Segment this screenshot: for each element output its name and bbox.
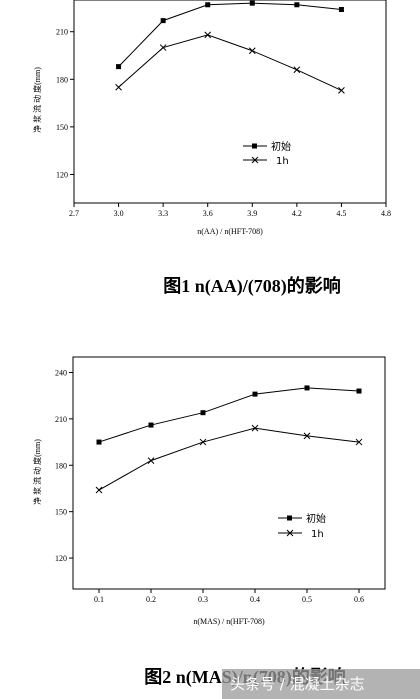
data-point-x [293, 66, 301, 74]
data-point-square [294, 2, 300, 8]
x-tick-label: 3.9 [247, 209, 257, 218]
data-point-x [147, 457, 155, 464]
legend-marker-series-2 [286, 529, 294, 537]
legend-marker-series-1 [287, 515, 292, 521]
series-line-1 [118, 2, 342, 67]
y-tick-label: 180 [56, 75, 68, 84]
data-point-square [338, 7, 344, 13]
legend-label-series-1: 初始 [306, 512, 326, 525]
chart-1-x-axis-label: n(AA) / n(HFT-708) [197, 227, 263, 236]
data-point-x [199, 438, 207, 446]
chart-1-caption: 图1 n(AA)/(708)的影响 [163, 275, 341, 297]
data-point-x [303, 432, 311, 440]
x-tick-label: 0.6 [354, 595, 364, 604]
data-point-square [160, 18, 166, 24]
watermark-background [222, 669, 420, 699]
chart-2-x-axis-label: n(MAS) / n(HFT-708) [193, 617, 265, 626]
chart-1: 2.7 3.0 3.3 3.6 3.9 4.2 4.5 4.8 120 150 180 210 n(… [32, 0, 391, 297]
y-tick-label: 210 [56, 28, 68, 37]
legend-marker-series-1 [252, 143, 257, 149]
data-point-square [200, 410, 206, 416]
watermark-text: 头条号 / 混凝土杂志 [230, 675, 365, 693]
data-point-square [356, 388, 362, 394]
x-tick-label: 3.6 [203, 209, 213, 218]
legend-label-series-2: 1h [276, 156, 289, 167]
x-tick-label: 4.2 [292, 209, 302, 218]
x-tick-label: 4.8 [381, 209, 391, 218]
data-point-x [251, 424, 259, 432]
data-point-square [249, 0, 255, 6]
chart-1-plot-area [73, 0, 387, 204]
data-point-x [204, 31, 212, 39]
x-tick-label: 2.7 [69, 209, 79, 218]
x-tick-label: 0.4 [250, 595, 260, 604]
data-point-x [95, 486, 103, 494]
data-point-square [116, 64, 122, 70]
y-tick-label: 180 [55, 461, 67, 470]
legend-label-series-1: 初始 [271, 140, 291, 153]
chart-2: 0.1 0.2 0.3 0.4 0.5 0.6 120 150 180 210 240 n(MAS… [32, 356, 386, 688]
legend-label-series-2: 1h [311, 529, 324, 540]
y-tick-label: 240 [55, 368, 67, 377]
data-point-x [115, 83, 122, 91]
x-tick-label: 0.5 [302, 595, 312, 604]
x-tick-label: 0.1 [94, 595, 104, 604]
y-tick-label: 150 [55, 508, 67, 517]
data-point-square [148, 422, 154, 428]
chart-1-y-axis-label: 净 浆 流 动 度(mm) [32, 67, 42, 133]
series-line-1 [98, 387, 360, 443]
x-tick-label: 0.3 [198, 595, 208, 604]
y-tick-label: 210 [55, 415, 67, 424]
data-point-square [304, 385, 310, 391]
y-tick-label: 120 [55, 554, 67, 563]
legend-marker-series-2 [251, 156, 259, 164]
x-tick-label: 3.3 [158, 209, 168, 218]
y-tick-label: 120 [56, 170, 68, 179]
chart-2-legend: 初始 1h [278, 512, 326, 540]
x-tick-label: 4.5 [336, 209, 346, 218]
x-tick-label: 0.2 [146, 595, 156, 604]
chart-1-legend: 初始 1h [243, 140, 291, 167]
chart-2-plot-area [72, 356, 386, 590]
watermark: 头条号 / 混凝土杂志 [222, 669, 420, 699]
data-point-x [159, 44, 167, 51]
data-point-square [205, 2, 211, 8]
x-tick-label: 3.0 [114, 209, 124, 218]
data-point-x [248, 47, 256, 55]
series-line-2 [118, 34, 342, 91]
data-point-x [355, 438, 363, 446]
series-line-2 [98, 427, 360, 491]
data-point-x [338, 87, 345, 94]
chart-2-y-axis-label: 净 浆 流 动 度(mm) [32, 439, 42, 505]
data-point-square [96, 439, 102, 445]
y-tick-label: 150 [56, 123, 68, 132]
data-point-square [252, 391, 258, 397]
